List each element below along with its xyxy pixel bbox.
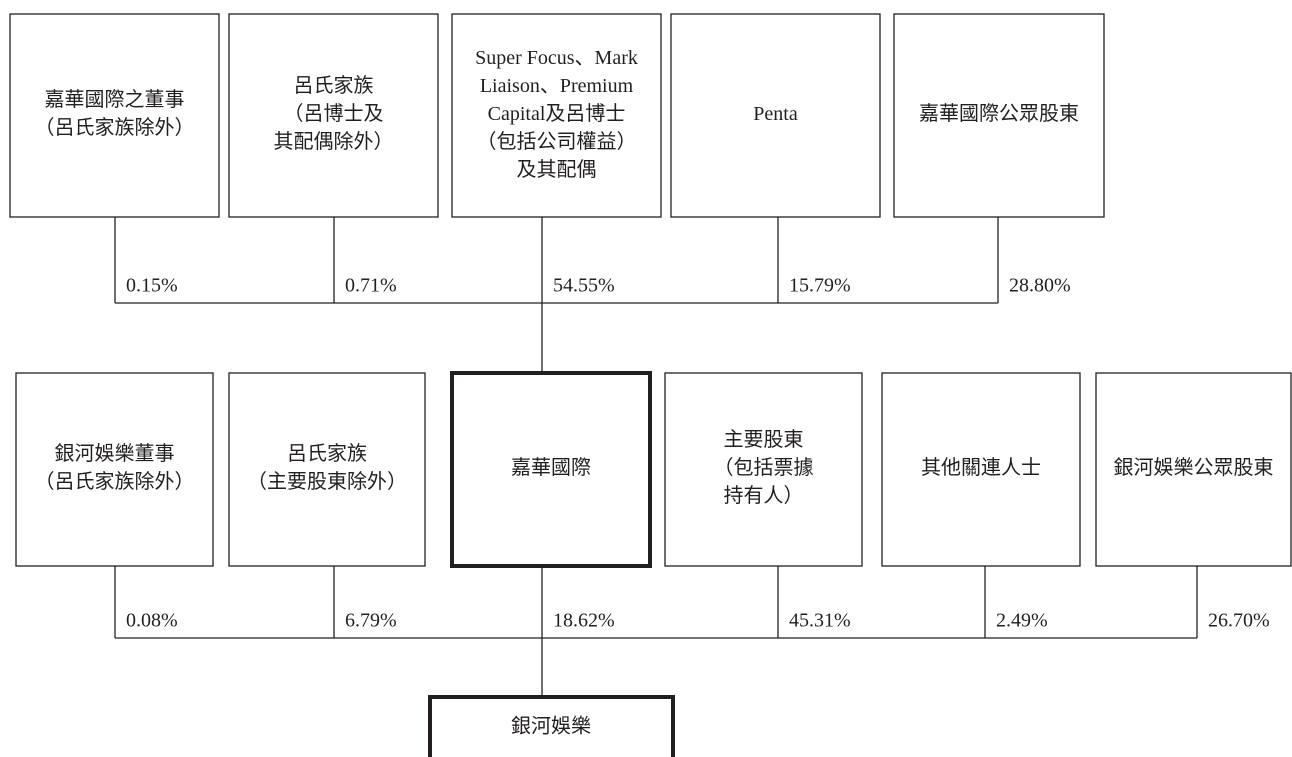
node-box bbox=[9, 13, 220, 218]
node-label: 呂氏家族 bbox=[287, 442, 367, 465]
node-label: Penta bbox=[753, 103, 798, 125]
percent-label: 28.80% bbox=[1009, 275, 1071, 297]
node-box bbox=[15, 372, 214, 567]
node-box bbox=[451, 13, 662, 218]
node-box bbox=[670, 13, 881, 218]
node-label: （呂博士及 bbox=[284, 102, 384, 125]
node-box bbox=[1095, 372, 1292, 567]
node-label: 銀河娛樂董事 bbox=[55, 442, 175, 465]
node-label: 嘉華國際公眾股東 bbox=[919, 102, 1079, 125]
node-box bbox=[428, 695, 675, 757]
percent-label: 45.31% bbox=[789, 610, 851, 632]
node-box bbox=[893, 13, 1105, 218]
node-label: 主要股東 bbox=[724, 428, 804, 451]
node-label: （包括票據 bbox=[714, 456, 814, 479]
node-label: （呂氏家族除外） bbox=[35, 470, 195, 493]
node-label: 其他關連人士 bbox=[921, 456, 1041, 479]
percent-label: 15.79% bbox=[789, 275, 851, 297]
node-label: 銀河娛樂公眾股東 bbox=[1114, 456, 1274, 479]
node-box bbox=[881, 372, 1081, 567]
percent-label: 2.49% bbox=[996, 610, 1048, 632]
percent-label: 6.79% bbox=[345, 610, 397, 632]
percent-label: 0.08% bbox=[126, 610, 178, 632]
node-label: （包括公司權益） bbox=[477, 130, 637, 153]
node-label: 持有人） bbox=[724, 484, 804, 507]
node-box bbox=[228, 372, 426, 567]
node-label: 嘉華國際 bbox=[511, 456, 591, 479]
percent-label: 26.70% bbox=[1208, 610, 1270, 632]
percent-label: 0.15% bbox=[126, 275, 178, 297]
node-label: （主要股東除外） bbox=[247, 470, 407, 493]
node-label: 銀河娛樂 bbox=[511, 715, 591, 738]
node-box bbox=[664, 372, 863, 567]
node-label: Super Focus、Mark bbox=[475, 47, 638, 69]
node-label: 呂氏家族 bbox=[294, 74, 374, 97]
node-label: Liaison、Premium bbox=[480, 75, 634, 97]
percent-label: 54.55% bbox=[553, 275, 615, 297]
node-label: 及其配偶 bbox=[517, 158, 597, 181]
node-label: 其配偶除外） bbox=[274, 130, 394, 153]
node-label: 嘉華國際之董事 bbox=[45, 88, 185, 111]
percent-label: 0.71% bbox=[345, 275, 397, 297]
node-label: （呂氏家族除外） bbox=[35, 116, 195, 139]
node-label: Capital及呂博士 bbox=[488, 102, 626, 125]
percent-label: 18.62% bbox=[553, 610, 615, 632]
node-box bbox=[450, 371, 652, 568]
